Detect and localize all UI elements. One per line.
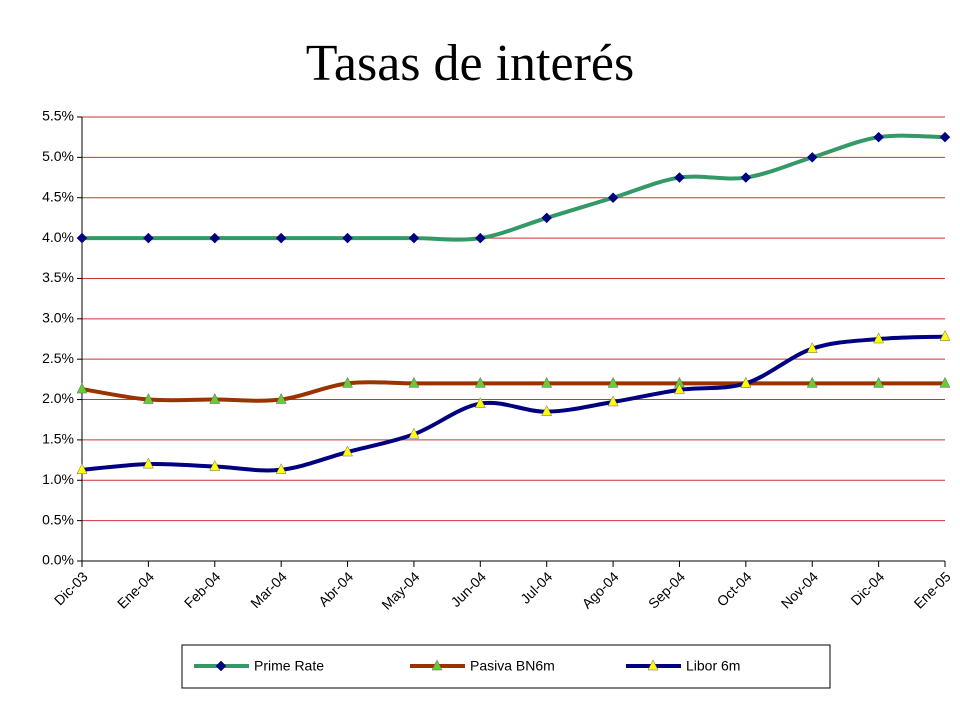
data-point <box>607 395 619 407</box>
y-tick-label: 5.0% <box>42 148 74 164</box>
data-point <box>209 392 221 404</box>
data-point <box>143 232 154 244</box>
data-point <box>541 376 553 388</box>
data-point <box>607 376 619 388</box>
series-line <box>81 334 946 473</box>
data-point <box>342 376 353 388</box>
data-point <box>76 232 88 244</box>
data-point <box>474 232 486 244</box>
data-point <box>142 392 154 404</box>
data-point <box>209 232 221 244</box>
data-point <box>740 376 752 388</box>
series-line <box>81 133 946 242</box>
data-point <box>408 376 420 388</box>
data-point <box>474 397 486 408</box>
data-point <box>76 382 88 394</box>
y-tick-label: 0.5% <box>42 511 74 527</box>
data-point <box>806 152 818 163</box>
chart-title: Tasas de interés <box>306 35 634 92</box>
data-point <box>806 342 818 353</box>
legend-label: Prime Rate <box>254 658 324 674</box>
legend-label: Pasiva BN6m <box>470 658 555 674</box>
data-point <box>408 232 420 244</box>
data-point <box>939 376 951 388</box>
y-tick-label: 3.5% <box>42 269 74 285</box>
data-point <box>806 376 818 388</box>
y-tick-label: 1.5% <box>42 431 74 447</box>
data-point <box>873 131 884 143</box>
data-point <box>939 330 951 341</box>
series-line <box>81 380 945 403</box>
y-tick-label: 4.5% <box>42 188 74 204</box>
legend-label: Libor 6m <box>686 658 740 674</box>
data-point <box>275 232 287 244</box>
legend-marker <box>647 659 659 671</box>
data-point <box>342 232 353 244</box>
y-tick-label: 1.0% <box>42 471 74 487</box>
data-point <box>342 445 353 457</box>
y-tick-label: 0.0% <box>42 552 74 568</box>
y-tick-label: 2.5% <box>42 350 74 366</box>
data-point <box>674 383 685 395</box>
y-tick-label: 4.0% <box>42 229 74 245</box>
legend-box <box>181 644 831 689</box>
data-point <box>939 131 951 143</box>
data-point <box>541 212 553 224</box>
data-point <box>873 376 885 388</box>
data-point <box>674 172 685 183</box>
data-point <box>873 332 885 344</box>
legend: Prime Rate Pasiva BN6m Libor 6m <box>181 644 831 689</box>
data-point <box>474 376 486 388</box>
legend-marker <box>215 660 227 672</box>
y-tick-label: 5.5% <box>42 108 74 124</box>
y-tick-label: 3.0% <box>42 310 74 326</box>
data-point <box>76 463 88 475</box>
y-tick-label: 2.0% <box>42 390 74 406</box>
data-point <box>275 392 287 404</box>
data-point <box>142 457 154 469</box>
data-point <box>275 463 287 475</box>
data-point <box>541 405 553 416</box>
data-point <box>209 459 221 471</box>
data-point <box>408 427 420 439</box>
data-point <box>740 172 752 183</box>
data-point <box>607 192 619 204</box>
legend-marker <box>431 659 443 671</box>
